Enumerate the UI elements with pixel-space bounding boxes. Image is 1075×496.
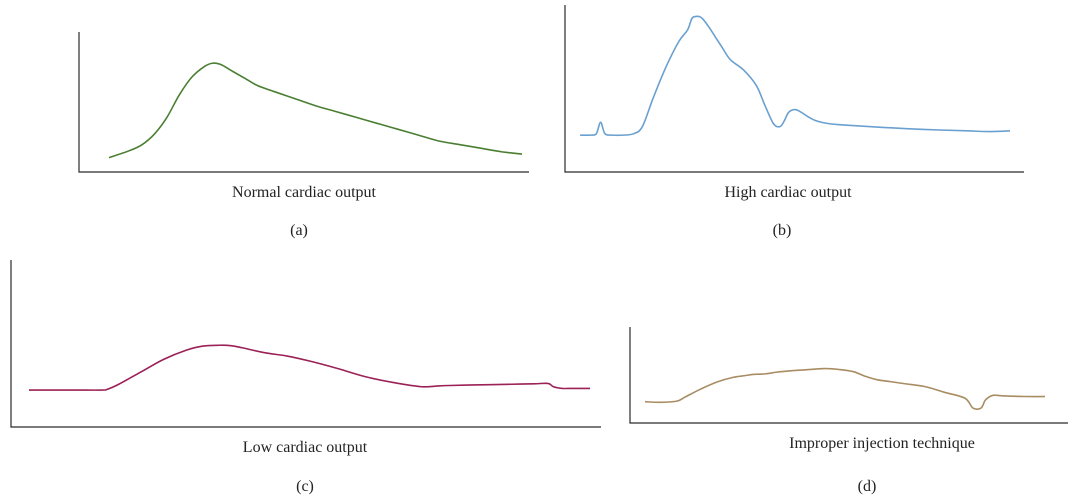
panel-d: Improper injection technique (d) <box>629 327 1068 495</box>
panel-a: Normal cardiac output (a) <box>78 32 529 239</box>
caption-improper-injection-technique: Improper injection technique <box>789 435 975 452</box>
panel-c: Low cardiac output (c) <box>10 260 601 495</box>
panel-b: High cardiac output (b) <box>564 5 1024 239</box>
curve-low-cardiac-output <box>29 344 590 391</box>
axes-frame <box>629 327 1068 424</box>
axes-frame <box>10 260 601 428</box>
curve-high-cardiac-output <box>579 15 1011 137</box>
caption-normal-cardiac-output: Normal cardiac output <box>232 184 377 201</box>
panel-label-d: (d) <box>858 478 877 495</box>
panel-label-a: (a) <box>290 222 308 239</box>
panel-label-b: (b) <box>773 222 792 239</box>
axes-frame <box>78 32 529 173</box>
curve-improper-injection-technique <box>644 367 1046 410</box>
curve-normal-cardiac-output <box>108 62 523 159</box>
caption-high-cardiac-output: High cardiac output <box>724 184 852 201</box>
axes-frame <box>564 5 1024 173</box>
panel-label-c: (c) <box>296 478 314 495</box>
caption-low-cardiac-output: Low cardiac output <box>243 439 368 456</box>
